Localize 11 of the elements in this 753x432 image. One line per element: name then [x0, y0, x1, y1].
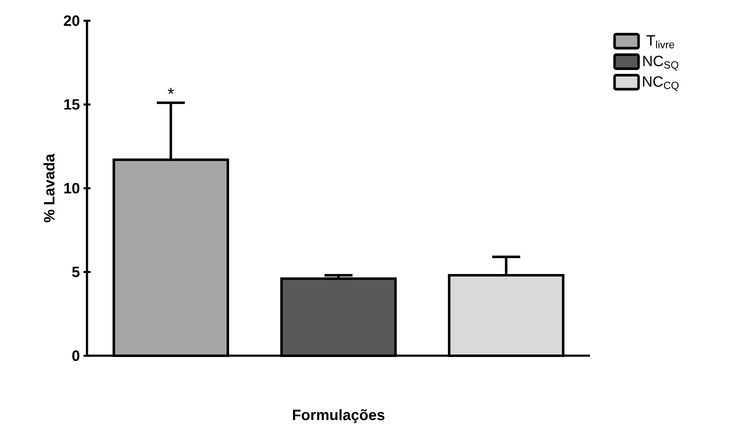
legend-label: T$_{livre}$ — [646, 35, 674, 48]
y-tick-label: 10 — [64, 182, 80, 194]
legend-label: NC$_{SQ}$ — [643, 56, 678, 70]
y-tick-label: 0 — [72, 350, 80, 361]
y-axis-title: % Lavada — [44, 154, 55, 222]
annotation: * — [168, 88, 174, 94]
x-axis-title: Formulações — [292, 409, 384, 424]
y-tick-label: 15 — [64, 99, 80, 110]
y-tick-label: 5 — [72, 266, 80, 278]
legend-label: NC$_{CQ}$ — [643, 76, 679, 91]
y-tick-label: 20 — [64, 15, 80, 26]
